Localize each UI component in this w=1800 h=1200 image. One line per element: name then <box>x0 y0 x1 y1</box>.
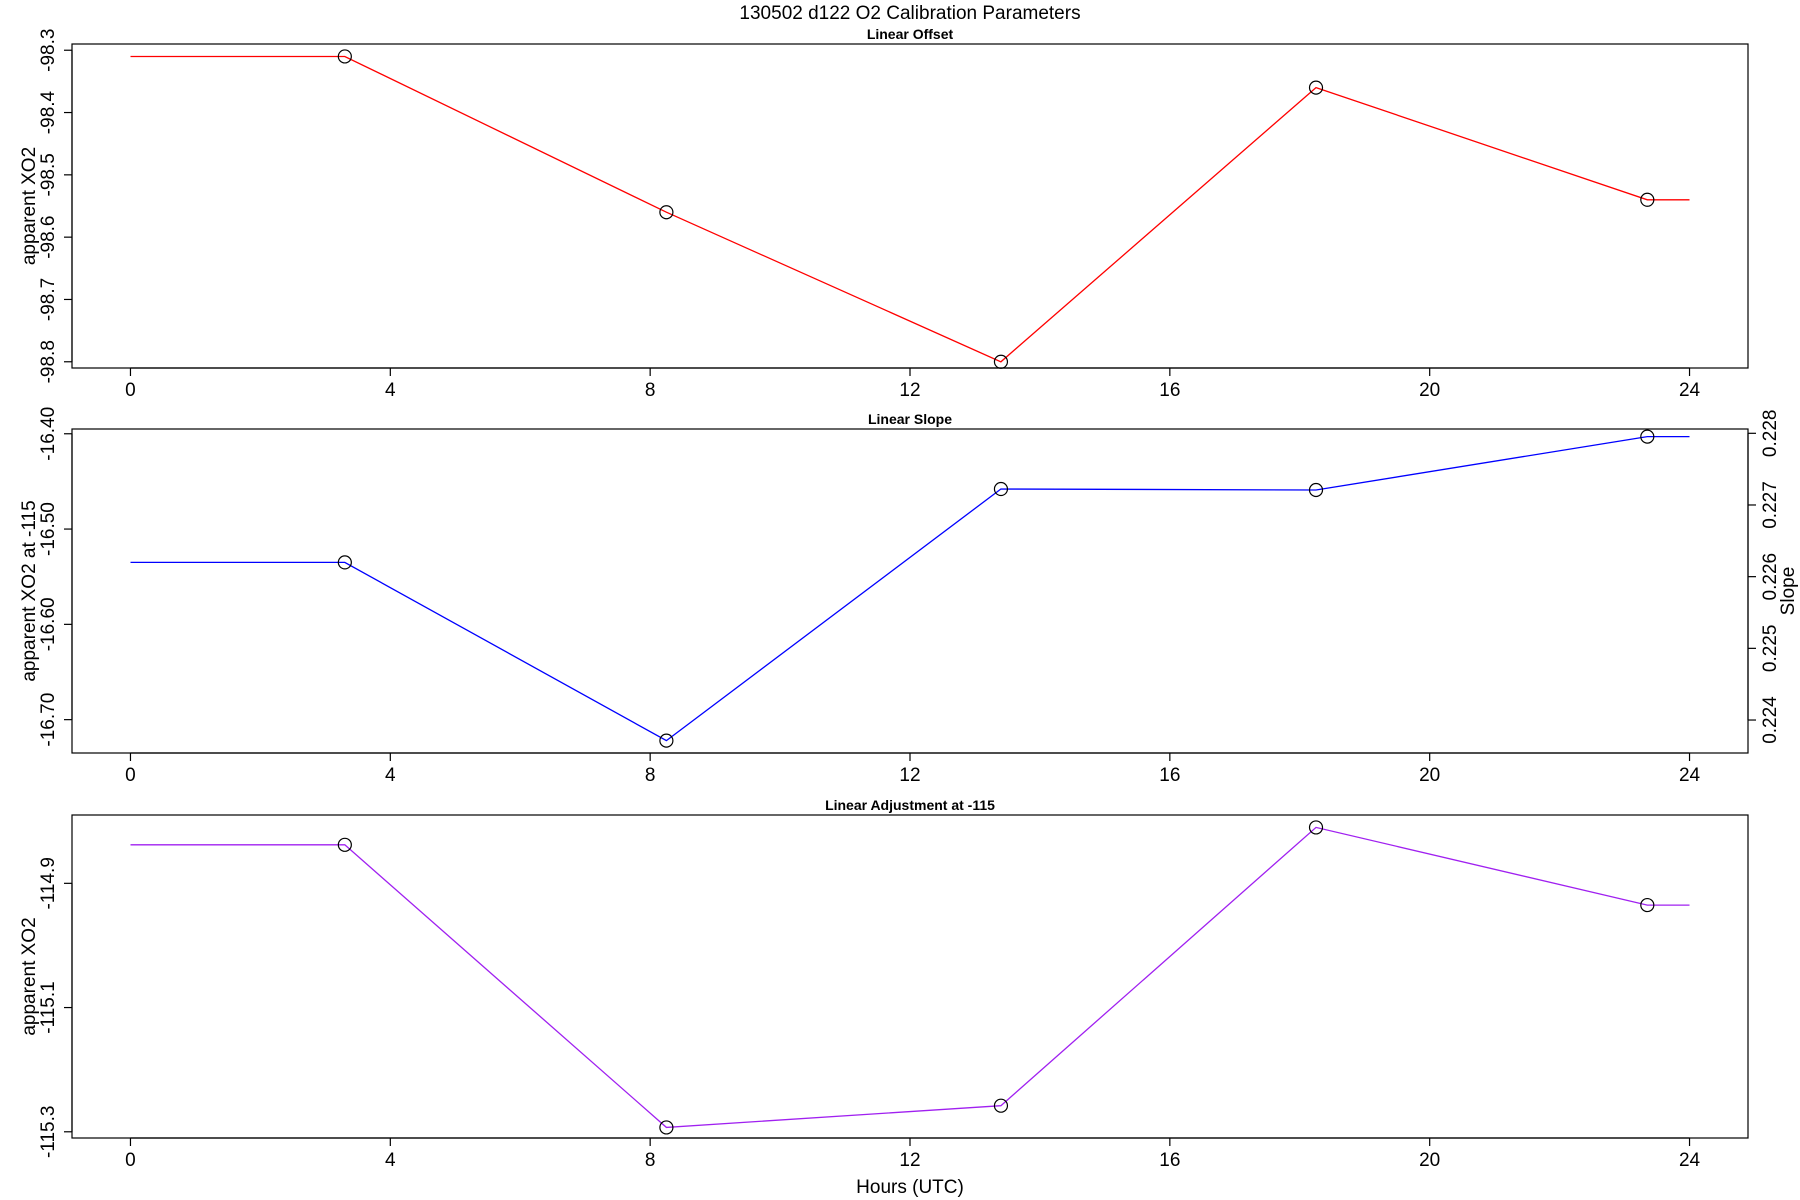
series-line <box>130 55 1690 363</box>
plot-frame <box>71 814 1749 1139</box>
y-tick-label: -98.7 <box>38 278 59 321</box>
y2-tick-label: 0.227 <box>1760 481 1781 529</box>
panel-3: Linear Adjustment at -115 0 4 8 12 16 20 24 -115… <box>19 797 1749 1171</box>
x-tick-label: 24 <box>1679 1150 1701 1171</box>
data-point <box>337 555 352 570</box>
x-tick-label: 12 <box>899 765 920 786</box>
y-tick-label: -16.40 <box>38 407 59 461</box>
x-tick-label: 8 <box>645 1150 656 1171</box>
data-point <box>1308 482 1324 498</box>
data-point <box>993 481 1009 497</box>
data-point <box>659 205 674 220</box>
x-tick-label: 20 <box>1419 1150 1440 1171</box>
series-line <box>130 826 1690 1129</box>
y2-axis-label: Slope <box>1778 567 1799 616</box>
x-tick-label: 4 <box>385 1150 396 1171</box>
data-point <box>1640 897 1655 913</box>
x-tick-label: 16 <box>1159 765 1180 786</box>
x-tick-label: 16 <box>1159 1150 1180 1171</box>
data-point <box>1308 820 1324 835</box>
x-tick-label: 0 <box>125 380 136 401</box>
x-tick-label: 8 <box>645 765 656 786</box>
y-tick-label: -98.5 <box>38 153 59 196</box>
x-axis-label: Hours (UTC) <box>856 1177 964 1198</box>
y-axis-label: apparent XO2 at -115 <box>19 500 40 681</box>
y2-tick-label: 0.226 <box>1760 553 1781 601</box>
panel-2: Linear Slope 0 4 8 12 16 20 24 -16.70 -16.60 -16.5… <box>19 407 1799 786</box>
y-axis-label: apparent XO2 <box>19 917 40 1035</box>
x-tick-label: 4 <box>385 765 396 786</box>
x-tick-label: 12 <box>899 1150 920 1171</box>
x-tick-label: 12 <box>899 380 920 401</box>
y-tick-label: -115.3 <box>38 1106 59 1158</box>
y2-tick-label: 0.224 <box>1760 696 1781 744</box>
panel-title: Linear Offset <box>867 26 954 42</box>
y-tick-label: -98.3 <box>38 29 59 72</box>
plot-frame <box>71 43 1749 369</box>
data-point <box>337 837 352 852</box>
y-tick-label: -114.9 <box>38 857 59 909</box>
x-tick-label: 4 <box>385 380 396 401</box>
y-tick-label: -115.1 <box>38 981 59 1033</box>
y-tick-label: -16.60 <box>38 597 59 651</box>
data-point <box>1640 192 1655 207</box>
panels: Linear Offset 0 4 8 12 16 20 24 -98.8 -98.7 -98.6 -… <box>19 26 1799 1171</box>
data-point <box>993 1098 1009 1113</box>
y2-tick-label: 0.228 <box>1760 410 1781 458</box>
data-point <box>337 49 352 64</box>
data-point <box>659 1120 674 1135</box>
data-point <box>659 733 674 748</box>
x-tick-label: 20 <box>1419 380 1440 401</box>
panel-title: Linear Slope <box>868 411 952 427</box>
y-tick-label: -98.8 <box>38 340 59 383</box>
data-point <box>993 354 1009 369</box>
x-tick-label: 24 <box>1679 765 1701 786</box>
x-tick-label: 0 <box>125 1150 136 1171</box>
x-tick-label: 20 <box>1419 765 1440 786</box>
figure-title: 130502 d122 O2 Calibration Parameters <box>739 3 1080 24</box>
y-tick-label: -98.4 <box>38 90 59 134</box>
y2-tick-label: 0.225 <box>1760 625 1781 673</box>
x-tick-label: 16 <box>1159 380 1180 401</box>
y-tick-label: -16.70 <box>38 693 59 747</box>
panel-1: Linear Offset 0 4 8 12 16 20 24 -98.8 -98.7 -98.6 -… <box>19 26 1749 401</box>
y-tick-label: -98.6 <box>38 215 59 258</box>
data-point <box>1308 80 1324 95</box>
y-tick-label: -16.50 <box>38 502 59 556</box>
x-tick-label: 0 <box>125 765 136 786</box>
x-tick-label: 8 <box>645 380 656 401</box>
plot-frame <box>71 428 1749 754</box>
panel-title: Linear Adjustment at -115 <box>825 797 995 813</box>
data-point <box>1640 429 1655 444</box>
x-tick-label: 24 <box>1679 380 1701 401</box>
y-axis-label: apparent XO2 <box>19 147 40 265</box>
series-line <box>130 435 1690 742</box>
